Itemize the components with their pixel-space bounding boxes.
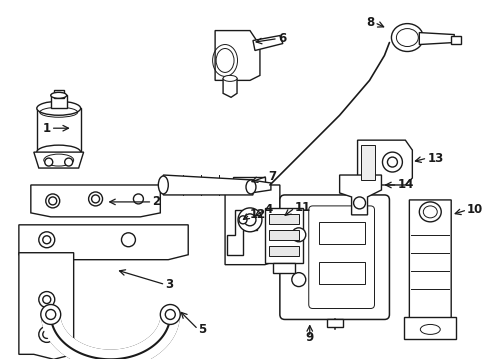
Bar [268, 230, 298, 240]
Text: 2: 2 [152, 195, 160, 208]
Polygon shape [233, 177, 264, 185]
Polygon shape [19, 253, 74, 359]
Ellipse shape [158, 176, 168, 194]
Polygon shape [252, 36, 282, 50]
Circle shape [39, 232, 55, 248]
Polygon shape [419, 32, 453, 45]
Circle shape [291, 228, 305, 242]
Text: 1: 1 [42, 122, 51, 135]
Text: 6: 6 [277, 32, 285, 45]
Circle shape [88, 192, 102, 206]
Polygon shape [226, 210, 256, 255]
Polygon shape [404, 318, 455, 339]
Text: 5: 5 [198, 323, 206, 336]
Bar [51, 95, 66, 108]
Text: 10: 10 [466, 203, 483, 216]
Circle shape [46, 194, 60, 208]
Bar [318, 262, 364, 284]
Ellipse shape [390, 24, 423, 51]
Circle shape [91, 195, 100, 203]
Bar [268, 246, 298, 256]
Polygon shape [34, 152, 83, 168]
Ellipse shape [37, 101, 81, 115]
Polygon shape [339, 175, 381, 215]
Circle shape [41, 305, 61, 324]
Bar [326, 319, 342, 328]
Polygon shape [408, 200, 450, 324]
Bar [54, 90, 63, 98]
Polygon shape [215, 31, 260, 80]
Text: 8: 8 [366, 16, 374, 29]
Circle shape [133, 194, 143, 204]
Ellipse shape [51, 92, 66, 98]
Ellipse shape [419, 202, 440, 222]
Circle shape [382, 152, 402, 172]
Circle shape [46, 310, 56, 319]
Text: 14: 14 [397, 179, 413, 192]
Text: 3: 3 [165, 278, 173, 291]
Circle shape [45, 158, 53, 166]
Circle shape [160, 305, 180, 324]
Polygon shape [250, 180, 270, 193]
Bar [318, 222, 364, 244]
Ellipse shape [44, 154, 74, 166]
Bar [37, 108, 81, 152]
Circle shape [121, 233, 135, 247]
Polygon shape [163, 175, 252, 195]
Circle shape [291, 273, 305, 287]
Circle shape [239, 216, 246, 224]
Ellipse shape [223, 75, 237, 81]
Text: 7: 7 [267, 170, 275, 183]
Bar [268, 214, 298, 224]
Polygon shape [223, 78, 237, 97]
Circle shape [42, 236, 51, 244]
Circle shape [165, 310, 175, 319]
Circle shape [39, 292, 55, 307]
Circle shape [64, 158, 73, 166]
FancyBboxPatch shape [308, 206, 374, 309]
Polygon shape [19, 225, 188, 260]
Bar [360, 145, 375, 180]
FancyBboxPatch shape [279, 195, 388, 319]
Bar [272, 263, 294, 273]
Circle shape [49, 197, 57, 205]
Circle shape [39, 327, 55, 342]
Polygon shape [357, 140, 411, 185]
Text: 4: 4 [264, 203, 273, 216]
Bar [450, 36, 460, 44]
Ellipse shape [245, 180, 255, 194]
Ellipse shape [37, 145, 81, 159]
Circle shape [42, 330, 51, 338]
Text: 12: 12 [249, 208, 265, 221]
Circle shape [42, 296, 51, 303]
Bar [264, 208, 302, 263]
Text: 11: 11 [294, 201, 310, 215]
Circle shape [386, 157, 397, 167]
Circle shape [353, 197, 365, 209]
Text: 13: 13 [427, 152, 443, 165]
Text: 9: 9 [305, 331, 313, 344]
Circle shape [238, 208, 262, 232]
Polygon shape [31, 185, 160, 217]
Circle shape [244, 214, 255, 226]
Polygon shape [224, 185, 279, 265]
